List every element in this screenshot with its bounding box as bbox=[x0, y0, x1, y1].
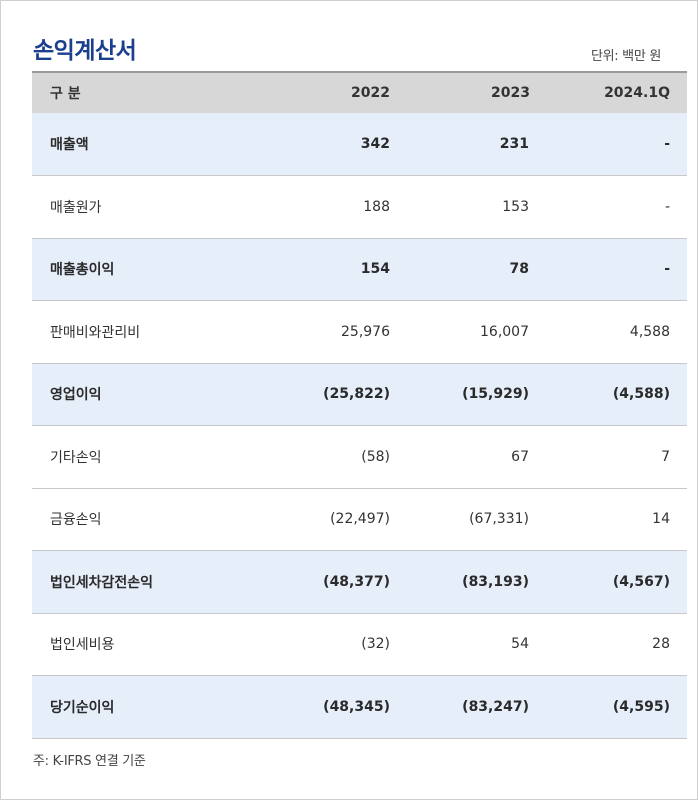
table-row: 법인세차감전손익 (48,377) (83,193) (4,567) bbox=[32, 550, 687, 613]
page-title: 손익계산서 bbox=[33, 38, 137, 64]
cell-2023: 231 bbox=[499, 136, 529, 152]
cell-2023: 78 bbox=[509, 261, 529, 278]
row-label: 판매비와관리비 bbox=[50, 324, 141, 341]
cell-2024-1q: 7 bbox=[661, 448, 670, 465]
cell-2024-1q: (4,567) bbox=[612, 573, 670, 590]
table-row: 기타손익 (58) 67 7 bbox=[32, 426, 687, 488]
row-label: 매출총이익 bbox=[50, 262, 115, 279]
unit-label: 단위: 백만 원 bbox=[590, 49, 661, 64]
cell-2022: (48,345) bbox=[323, 698, 390, 715]
row-label: 매출원가 bbox=[50, 199, 102, 216]
header-category: 구 분 bbox=[50, 86, 81, 102]
cell-2024-1q: 28 bbox=[652, 636, 670, 653]
header-2022: 2022 bbox=[351, 85, 390, 101]
row-label: 법인세차감전손익 bbox=[50, 574, 154, 591]
table-row: 금융손익 (22,497) (67,331) 14 bbox=[32, 488, 687, 551]
footnote: 주: K-IFRS 연결 기준 bbox=[33, 754, 146, 769]
table-row: 법인세비용 (32) 54 28 bbox=[32, 613, 687, 676]
row-label: 기타손익 bbox=[50, 449, 102, 466]
table-row: 매출원가 188 153 - bbox=[32, 176, 687, 238]
cell-2024-1q: (4,595) bbox=[612, 698, 670, 715]
cell-2023: (83,247) bbox=[462, 698, 529, 715]
cell-2022: 154 bbox=[360, 261, 390, 278]
table-row: 매출액 342 231 - bbox=[32, 113, 687, 176]
table-row: 당기순이익 (48,345) (83,247) (4,595) bbox=[32, 675, 687, 738]
cell-2022: (22,497) bbox=[330, 511, 390, 528]
cell-2024-1q: 4,588 bbox=[629, 323, 670, 340]
cell-2022: 25,976 bbox=[341, 323, 390, 340]
cell-2024-1q: 14 bbox=[652, 511, 670, 528]
cell-2022: 342 bbox=[360, 136, 390, 152]
row-label: 당기순이익 bbox=[50, 699, 115, 716]
cell-2022: (48,377) bbox=[323, 573, 390, 590]
row-label: 매출액 bbox=[50, 137, 89, 153]
header-2024-1q: 2024.1Q bbox=[604, 85, 670, 101]
cell-2023: 153 bbox=[502, 198, 529, 215]
table-row: 판매비와관리비 25,976 16,007 4,588 bbox=[32, 301, 687, 363]
cell-2024-1q: - bbox=[664, 261, 670, 278]
cell-2023: 16,007 bbox=[480, 323, 529, 340]
cell-2023: (67,331) bbox=[469, 511, 529, 528]
cell-2022: (32) bbox=[361, 636, 390, 653]
income-statement-table: 구 분 2022 2023 2024.1Q 매출액 342 231 - 매출원가 188 1… bbox=[32, 71, 687, 739]
cell-2022: (58) bbox=[361, 448, 390, 465]
cell-2023: (15,929) bbox=[462, 386, 529, 403]
table-row: 영업이익 (25,822) (15,929) (4,588) bbox=[32, 363, 687, 426]
cell-2024-1q: - bbox=[664, 136, 670, 152]
cell-2022: (25,822) bbox=[323, 386, 390, 403]
row-label: 영업이익 bbox=[50, 387, 102, 404]
cell-2024-1q: - bbox=[664, 198, 670, 215]
table-header-row: 구 분 2022 2023 2024.1Q bbox=[32, 72, 687, 113]
row-label: 금융손익 bbox=[50, 512, 102, 529]
cell-2023: 67 bbox=[511, 448, 529, 465]
cell-2024-1q: (4,588) bbox=[612, 386, 670, 403]
cell-2022: 188 bbox=[363, 198, 390, 215]
row-label: 법인세비용 bbox=[50, 637, 115, 654]
table-row: 매출총이익 154 78 - bbox=[32, 238, 687, 301]
header-2023: 2023 bbox=[491, 85, 530, 101]
cell-2023: 54 bbox=[511, 636, 529, 653]
cell-2023: (83,193) bbox=[462, 573, 529, 590]
